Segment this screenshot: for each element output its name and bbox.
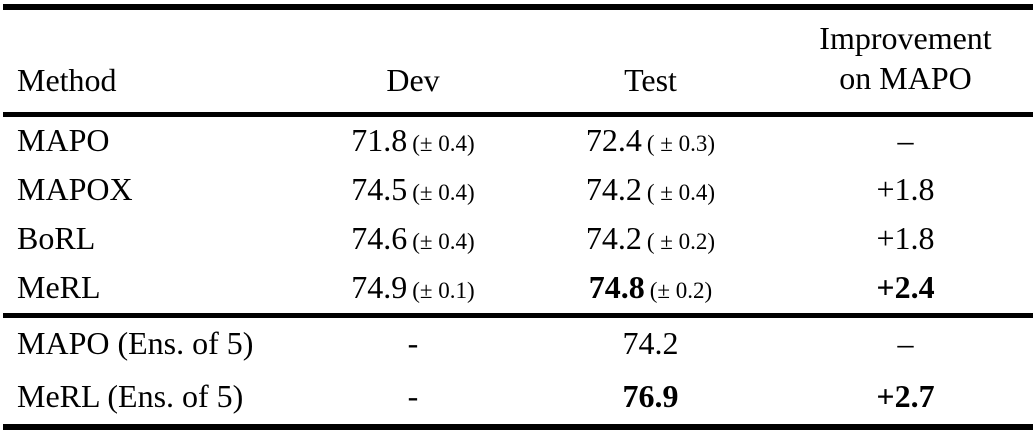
dev-stddev: (± 0.1)	[412, 278, 475, 304]
results-table: Method Dev Test Improvement on MAPO MAPO…	[3, 4, 1033, 430]
test-stddev: (± 0.2)	[649, 278, 713, 304]
dev-value: 74.6	[351, 220, 408, 257]
improvement-cell: +2.7	[876, 378, 935, 415]
improvement-header-line2: on MAPO	[839, 59, 972, 96]
method-cell: MAPOX	[17, 171, 133, 208]
dev-cell: -	[407, 325, 419, 362]
table-row-merl-ensemble: MeRL (Ens. of 5) - 76.9 +2.7	[3, 371, 1033, 427]
method-cell: MAPO (Ens. of 5)	[17, 325, 254, 362]
main-results-section: MAPO 71.8 (± 0.4) 72.4( ± 0.3) – MAPOX 74…	[3, 114, 1033, 315]
improvement-cell: +1.8	[876, 220, 935, 257]
dev-cell: -	[407, 378, 419, 415]
ensemble-results-section: MAPO (Ens. of 5) - 74.2 – MeRL (Ens. of …	[3, 315, 1033, 427]
col-header-improvement: Improvement on MAPO	[778, 7, 1033, 114]
test-value: 72.4	[585, 122, 642, 159]
test-value: 74.2	[585, 220, 642, 257]
dev-cell: 74.9 (± 0.1)	[303, 264, 523, 316]
table-row-mapox: MAPOX 74.5 (± 0.4) 74.2( ± 0.4) +1.8	[3, 166, 1033, 215]
method-cell: MeRL (Ens. of 5)	[17, 378, 244, 415]
test-cell: 74.2( ± 0.2)	[523, 215, 778, 264]
dev-cell: 74.6 (± 0.4)	[303, 215, 523, 264]
improvement-header-line1: Improvement	[819, 19, 992, 56]
improvement-cell: +1.8	[876, 171, 935, 208]
test-stddev: ( ± 0.3)	[646, 131, 716, 157]
test-value: 74.2	[585, 171, 642, 208]
table-row-merl: MeRL 74.9 (± 0.1) 74.8 (± 0.2) +2.4	[3, 264, 1033, 316]
dev-cell: 71.8 (± 0.4)	[303, 114, 523, 166]
table-header: Method Dev Test Improvement on MAPO	[3, 7, 1033, 114]
method-cell: BoRL	[17, 220, 96, 257]
test-stddev: ( ± 0.4)	[646, 180, 716, 206]
method-cell: MAPO	[17, 122, 110, 159]
dev-stddev: (± 0.4)	[412, 131, 475, 157]
table-row-borl: BoRL 74.6 (± 0.4) 74.2( ± 0.2) +1.8	[3, 215, 1033, 264]
dev-value: 74.5	[351, 171, 408, 208]
test-stddev: ( ± 0.2)	[646, 229, 716, 255]
col-header-test: Test	[624, 61, 677, 98]
test-cell: 74.8 (± 0.2)	[523, 264, 778, 316]
test-cell: 74.2	[622, 325, 679, 362]
test-cell: 72.4( ± 0.3)	[523, 114, 778, 166]
dev-stddev: (± 0.4)	[412, 180, 475, 206]
dev-value: 74.9	[351, 269, 408, 306]
improvement-cell: –	[897, 325, 914, 362]
test-cell: 74.2( ± 0.4)	[523, 166, 778, 215]
test-cell: 76.9	[622, 378, 679, 415]
improvement-cell: –	[897, 122, 914, 159]
header-row: Method Dev Test Improvement on MAPO	[3, 7, 1033, 114]
dev-value: 71.8	[351, 122, 408, 159]
improvement-cell: +2.4	[876, 269, 935, 306]
dev-cell: 74.5 (± 0.4)	[303, 166, 523, 215]
table-row-mapo: MAPO 71.8 (± 0.4) 72.4( ± 0.3) –	[3, 114, 1033, 166]
col-header-method: Method	[17, 61, 117, 98]
dev-stddev: (± 0.4)	[412, 229, 475, 255]
col-header-dev: Dev	[386, 61, 440, 98]
table-row-mapo-ensemble: MAPO (Ens. of 5) - 74.2 –	[3, 315, 1033, 371]
test-value: 74.8	[588, 269, 645, 306]
method-cell: MeRL	[17, 269, 101, 306]
